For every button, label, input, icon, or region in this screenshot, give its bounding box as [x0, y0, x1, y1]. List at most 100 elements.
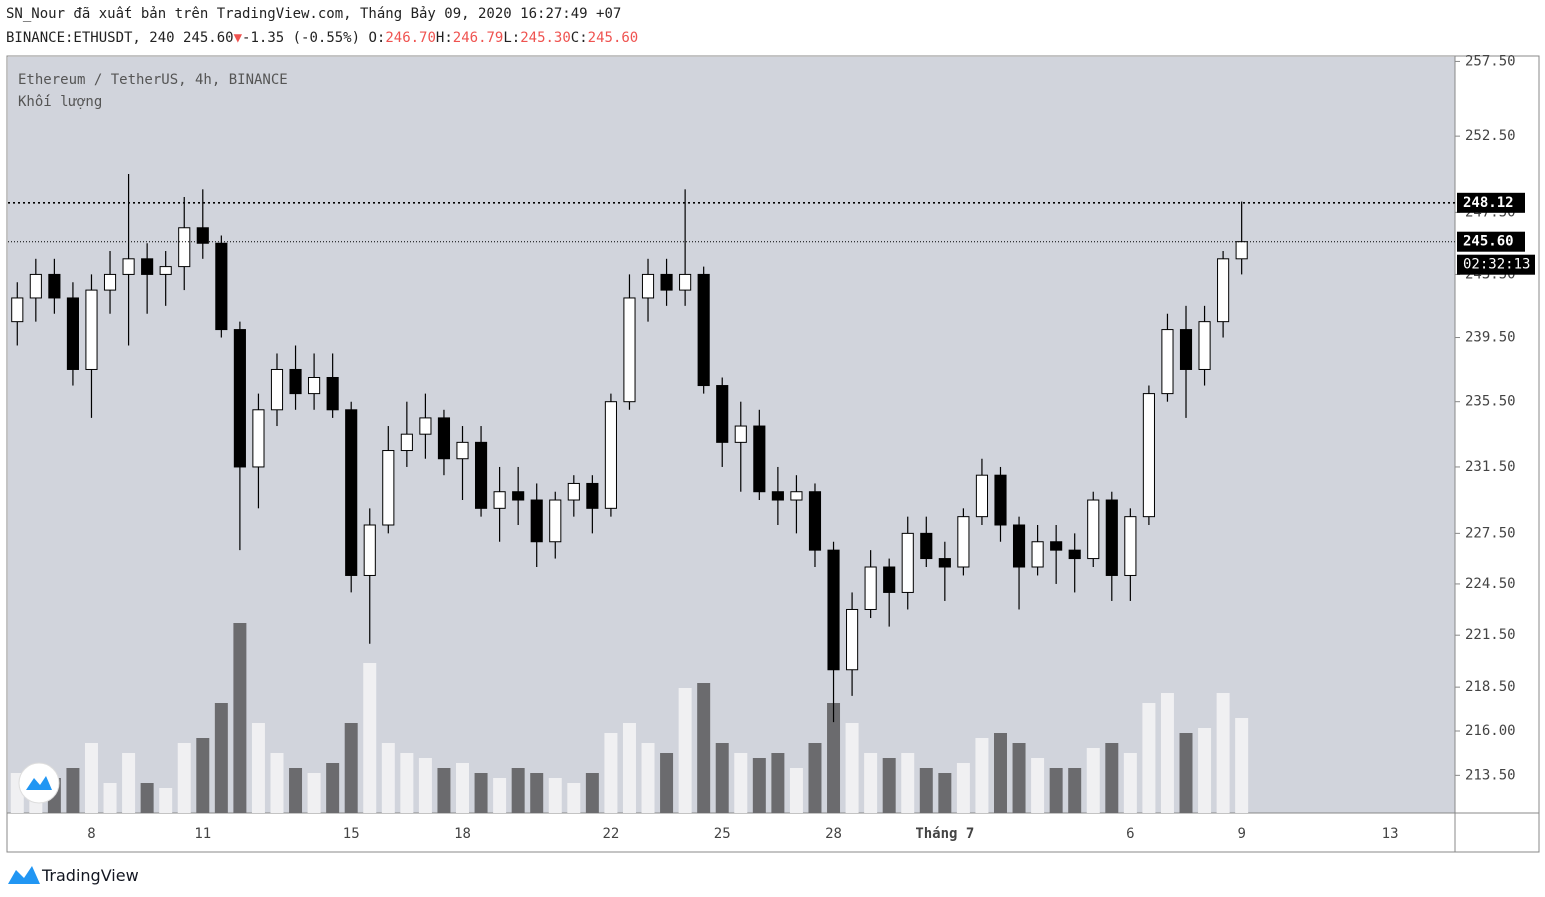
countdown: 02:32:13 [1463, 257, 1530, 273]
candle-body [196, 227, 209, 244]
volume-bar [177, 743, 191, 813]
y-tick-label: 213.50 [1465, 767, 1516, 783]
candle-body [29, 273, 42, 299]
volume-bar [474, 773, 488, 813]
candle-body [920, 532, 933, 560]
x-tick-label: 13 [1382, 826, 1399, 842]
down-arrow: ▼ [233, 30, 243, 46]
volume-bar [511, 768, 525, 813]
footer-brand: TradingView [42, 866, 139, 885]
ohlc-value: 245.30 [520, 30, 571, 46]
ohlc: O:246.70H:246.79L:245.30C:245.60 [368, 30, 638, 46]
volume-bar [493, 778, 507, 813]
price-label-box [1457, 192, 1525, 213]
volume-bar [604, 733, 618, 813]
countdown-box [1457, 254, 1535, 275]
candle-body [252, 409, 265, 468]
volume-bar [159, 788, 173, 813]
volume-bar [307, 773, 321, 813]
candle-body [103, 273, 117, 291]
candle-body [753, 425, 766, 493]
volume-bar [622, 723, 636, 813]
volume-bar [418, 758, 432, 813]
volume-bar [771, 753, 785, 813]
volume-bar [864, 753, 878, 813]
volume-bar [1216, 693, 1230, 813]
volume-bar [456, 763, 469, 813]
candle-body [567, 482, 580, 501]
publisher-line: SN_Nour đã xuất bản trên TradingView.com… [6, 6, 622, 22]
volume-bar [715, 743, 729, 813]
candle-body [586, 482, 599, 509]
candle-body [270, 368, 284, 411]
volume-bar [734, 753, 748, 813]
candle-body [679, 273, 692, 291]
candle-body [1105, 499, 1118, 576]
candle-body [474, 441, 488, 509]
ohlc-value: 246.70 [385, 30, 436, 46]
price-label-box [1457, 231, 1525, 252]
volume-bar [233, 623, 247, 813]
candle-body [530, 499, 543, 543]
candle-body [512, 491, 525, 501]
candle-body [1142, 393, 1155, 518]
x-tick-label: 9 [1237, 826, 1245, 842]
candle-body [1198, 321, 1211, 370]
candle-body [734, 425, 747, 443]
volume-bar [196, 738, 210, 813]
x-tick-label: Tháng 7 [915, 826, 974, 842]
candle-body [1068, 549, 1081, 560]
candle-body [11, 297, 24, 323]
candle-body [1161, 329, 1174, 395]
x-tick-label: 18 [454, 826, 471, 842]
volume-bar [251, 723, 265, 813]
candle-body [883, 566, 896, 593]
candle-body [1124, 516, 1137, 576]
candle-body [660, 273, 673, 291]
volume-bar [1031, 758, 1045, 813]
x-tick-label: 28 [825, 826, 842, 842]
volume-bar [381, 743, 395, 813]
candle-body [215, 242, 228, 331]
volume-bar [66, 768, 80, 813]
volume-bar [122, 753, 136, 813]
y-tick-label: 218.50 [1465, 679, 1516, 695]
candle-body [790, 491, 803, 501]
price: 245.60 [183, 30, 234, 46]
volume-bar [975, 738, 989, 813]
candle-body [846, 608, 859, 671]
candle-body [623, 297, 636, 403]
candle-body [419, 417, 432, 435]
x-tick-label: 15 [343, 826, 360, 842]
volume-bar [752, 758, 766, 813]
candle-body [604, 401, 617, 509]
plot-area [8, 57, 1455, 813]
volume-bar [1086, 748, 1100, 813]
volume-bar [585, 773, 599, 813]
chart-title: Ethereum / TetherUS, 4h, BINANCE [18, 72, 288, 88]
volume-bar [808, 743, 822, 813]
y-tick-label: 216.00 [1465, 723, 1516, 739]
ohlc-value: 245.60 [587, 30, 639, 46]
candle-body [382, 450, 395, 526]
volume-bar [400, 753, 414, 813]
volume-bar [660, 753, 674, 813]
ohlc-label: O: [368, 30, 386, 46]
change: -1.35 (-0.55%) [242, 30, 361, 46]
candle-body [456, 441, 469, 460]
volume-bar [1068, 768, 1082, 813]
volume-bar [789, 768, 803, 813]
x-tick-label: 6 [1126, 826, 1134, 842]
ohlc-label: H: [435, 30, 453, 46]
volume-title: Khối lượng [18, 94, 102, 110]
candle-body [289, 368, 302, 395]
candle-body [957, 516, 970, 568]
volume-bar [1105, 743, 1119, 813]
volume-bar [641, 743, 655, 813]
candle-body [178, 227, 191, 268]
volume-bar [214, 703, 228, 813]
candle-body [233, 329, 246, 468]
candle-body [141, 258, 154, 275]
volume-bar [344, 723, 358, 813]
